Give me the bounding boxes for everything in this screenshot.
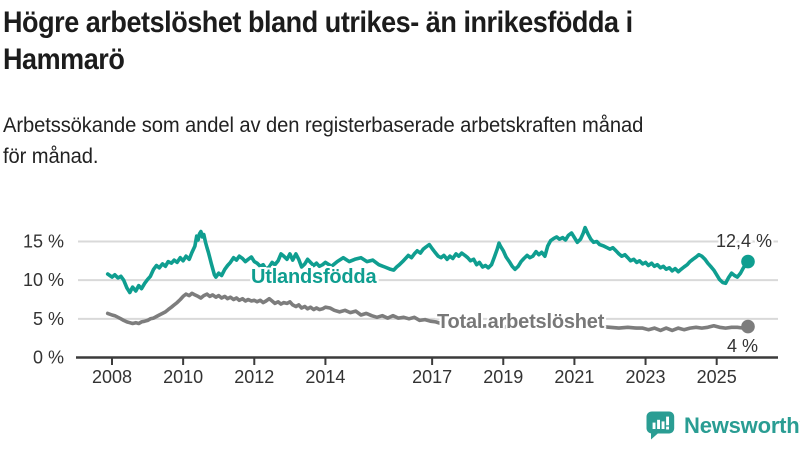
page-title-line1: Högre arbetslöshet bland utrikes- än inr…	[3, 6, 633, 39]
series-label-utlandsfodda: Utlandsfödda	[251, 266, 377, 288]
series-label-total-arbetsloshet: Total arbetslöshet	[437, 311, 605, 333]
chart-subtitle-line2: för månad.	[3, 145, 99, 168]
y-tick-label: 10 %	[23, 270, 64, 290]
chart-subtitle-line1: Arbetssökande som andel av den registerb…	[3, 114, 644, 137]
x-tick-label: 2021	[554, 367, 594, 387]
value-label-utlandsfodda: 12,4 %	[715, 231, 772, 251]
chart-subtitle: Arbetssökande som andel av den registerb…	[3, 110, 643, 172]
x-tick-label: 2010	[163, 367, 203, 387]
x-tick-label: 2014	[305, 367, 345, 387]
y-tick-label: 5 %	[33, 309, 64, 329]
newsworthy-logo-icon	[646, 411, 675, 440]
value-label-total-arbetsloshet: 4 %	[726, 336, 758, 356]
page-title: Högre arbetslöshet bland utrikes- än inr…	[3, 4, 633, 78]
y-tick-label: 0 %	[33, 348, 64, 368]
series-end-dot-1	[741, 319, 755, 334]
page-title-line2: Hammarö	[3, 43, 125, 76]
y-tick-label: 15 %	[23, 232, 64, 252]
newsworthy-logo-text: Newsworthy	[684, 412, 800, 438]
series-line-1	[105, 291, 750, 333]
x-tick-label: 2012	[234, 367, 274, 387]
x-tick-label: 2025	[697, 367, 737, 387]
x-tick-label: 2017	[412, 367, 452, 387]
x-tick-label: 2023	[626, 367, 666, 387]
series-end-dot-0	[741, 254, 755, 269]
x-tick-label: 2008	[92, 367, 132, 387]
newsworthy-logo[interactable]: Newsworthy	[644, 409, 800, 442]
series-line-0	[105, 225, 750, 295]
x-tick-label: 2019	[483, 367, 523, 387]
